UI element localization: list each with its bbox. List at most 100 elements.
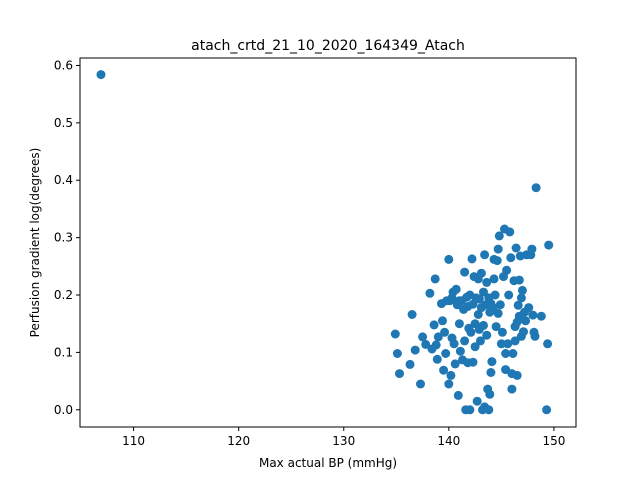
data-point [516, 293, 526, 303]
data-point [524, 303, 534, 313]
data-point [432, 354, 442, 364]
data-point [410, 345, 420, 355]
data-point [96, 70, 106, 80]
data-point [542, 405, 552, 415]
data-point [492, 256, 502, 266]
data-point [507, 384, 517, 394]
data-point [527, 244, 537, 254]
data-point [431, 340, 441, 350]
data-point [454, 319, 464, 329]
data-point [476, 268, 486, 278]
data-point [479, 287, 488, 297]
data-point [407, 310, 417, 319]
data-point [395, 369, 404, 379]
data-point [513, 300, 523, 310]
data-point [425, 288, 435, 298]
data-point [449, 339, 459, 349]
data-point [528, 310, 538, 320]
points-layer [96, 70, 554, 415]
data-point [482, 277, 492, 287]
y-tick-label: 0.4 [54, 173, 73, 187]
data-point [472, 396, 482, 406]
data-point [506, 253, 516, 263]
data-point [439, 365, 449, 375]
x-tick-label: 130 [332, 434, 355, 448]
y-tick-label: 0.2 [54, 288, 73, 302]
data-point [508, 349, 518, 358]
y-tick-label: 0.0 [54, 403, 73, 417]
data-point [536, 311, 546, 321]
data-point [465, 405, 475, 415]
data-point [455, 346, 465, 356]
data-point [418, 332, 428, 342]
data-point [511, 243, 521, 253]
data-point [460, 336, 470, 346]
data-point [493, 308, 503, 318]
y-tick-label: 0.6 [54, 58, 73, 72]
data-point [510, 336, 520, 346]
y-tick-label: 0.1 [54, 345, 73, 359]
data-point [493, 244, 503, 254]
data-point [444, 254, 454, 264]
data-point [517, 285, 527, 295]
data-point [421, 339, 431, 349]
data-point [497, 327, 507, 337]
x-tick-label: 140 [437, 434, 460, 448]
data-point [433, 332, 443, 342]
plot-frame [79, 57, 577, 428]
data-point [482, 330, 492, 340]
data-point [453, 390, 463, 400]
data-point [487, 357, 497, 367]
data-point [488, 303, 498, 313]
data-point [496, 339, 506, 349]
data-point [429, 320, 439, 330]
x-tick-label: 150 [542, 434, 565, 448]
ticks-layer: 110 120 130 140 150 0.0 0.1 0.2 0.3 0.4 0.5 0.6 [54, 58, 565, 448]
data-point [438, 316, 447, 326]
data-point [495, 300, 505, 310]
data-point [475, 336, 485, 346]
data-point [466, 327, 476, 337]
data-point [521, 316, 531, 326]
data-point [543, 339, 553, 349]
data-point [484, 405, 494, 415]
data-point [505, 227, 515, 237]
data-point [451, 284, 461, 294]
data-point [405, 359, 415, 369]
data-point [491, 322, 501, 332]
data-point [531, 183, 541, 193]
data-point [489, 274, 499, 284]
data-point [504, 290, 514, 300]
data-point [450, 359, 460, 369]
x-tick-label: 120 [227, 434, 250, 448]
y-tick-label: 0.3 [54, 231, 73, 245]
data-point [502, 265, 512, 275]
data-point [485, 389, 495, 399]
data-point [519, 327, 528, 337]
y-tick-label: 0.5 [54, 116, 73, 130]
data-point [501, 349, 511, 358]
data-point [430, 274, 440, 284]
data-point [474, 294, 484, 304]
x-axis-label: Max actual BP (mmHg) [259, 456, 397, 470]
data-point [390, 329, 400, 339]
data-point [444, 379, 454, 389]
data-point [503, 339, 513, 349]
data-point [486, 368, 496, 377]
y-axis-label: Perfusion gradient log(degrees) [28, 148, 42, 338]
data-point [494, 231, 504, 241]
data-point [441, 349, 451, 358]
data-point [514, 275, 524, 285]
data-point [467, 254, 477, 264]
chart-title: atach_crtd_21_10_2020_164349_Atach [191, 38, 465, 54]
data-point [470, 342, 480, 352]
data-point [480, 250, 490, 260]
data-point [440, 327, 450, 337]
data-point [479, 320, 488, 330]
data-point [544, 240, 554, 250]
data-point [392, 349, 402, 358]
data-point [416, 379, 425, 389]
data-point [446, 370, 456, 380]
